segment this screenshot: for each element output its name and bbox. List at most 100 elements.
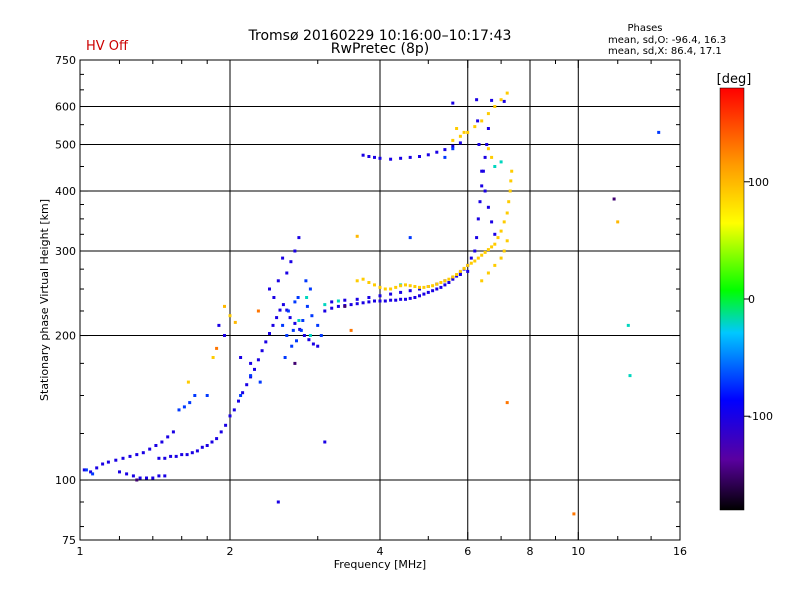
data-point (293, 300, 297, 304)
phases-o-stats: mean, sd,O: -96.4, 16.3 (608, 35, 726, 46)
data-point (228, 314, 232, 318)
data-point (443, 283, 447, 287)
data-point (373, 155, 376, 159)
data-point (475, 98, 479, 102)
data-point (138, 476, 142, 480)
data-point (272, 296, 276, 299)
data-point (486, 112, 490, 116)
data-point (349, 303, 353, 307)
data-point (505, 211, 509, 215)
data-point (466, 263, 470, 267)
data-point (330, 300, 334, 304)
data-point (499, 160, 503, 164)
data-point (469, 256, 473, 260)
data-point (458, 141, 462, 145)
x-tick-label: 6 (464, 545, 471, 558)
data-point (323, 309, 327, 313)
x-axis-ticks: 1 2 4 6 8 10 16 (77, 60, 687, 558)
data-point (502, 220, 506, 224)
y-tick-label: 400 (55, 185, 76, 198)
data-point (301, 319, 305, 322)
data-point (485, 143, 489, 146)
data-point (293, 249, 297, 253)
data-point (163, 456, 167, 460)
data-point (458, 134, 462, 138)
colorbar-tick-label: 100 (748, 176, 769, 189)
colorbar-gradient (719, 87, 745, 511)
data-point (462, 266, 466, 270)
data-point (349, 328, 353, 332)
data-point (378, 294, 382, 298)
data-point (447, 277, 451, 281)
y-tick-label: 600 (55, 101, 76, 114)
data-point (253, 367, 256, 371)
data-point (171, 430, 175, 434)
data-point (486, 205, 490, 209)
data-point (323, 303, 327, 307)
data-point (473, 259, 477, 263)
data-point (290, 344, 294, 348)
data-point (462, 130, 466, 134)
data-point (493, 263, 497, 267)
data-point (499, 256, 503, 260)
data-point (310, 314, 314, 318)
colorbar-title: [deg] (717, 72, 752, 87)
data-point (510, 169, 514, 173)
data-point (278, 308, 282, 312)
data-point (418, 287, 421, 291)
data-point (389, 157, 393, 161)
data-point (190, 451, 194, 455)
data-point (383, 287, 387, 291)
x-tick-label: 8 (527, 545, 534, 558)
data-point (394, 298, 398, 302)
data-point (293, 321, 297, 325)
y-tick-label: 75 (62, 534, 76, 547)
data-point (185, 453, 189, 457)
data-point (205, 444, 209, 447)
data-point (455, 127, 459, 130)
data-point (447, 281, 451, 284)
data-point (323, 440, 327, 444)
data-point (426, 285, 430, 288)
data-point (283, 356, 287, 359)
data-point (451, 275, 455, 279)
data-point (418, 155, 421, 158)
data-point (330, 306, 334, 310)
y-axis-label: Stationary phase Virtual Height [km] (38, 199, 51, 401)
data-point (285, 271, 289, 275)
data-point (439, 281, 443, 284)
x-tick-label: 1 (77, 545, 84, 558)
data-point (276, 279, 280, 283)
data-point (307, 338, 311, 342)
data-point (151, 476, 155, 480)
data-point (289, 260, 293, 264)
data-point (128, 454, 132, 458)
data-point (473, 125, 477, 129)
data-point (224, 423, 228, 427)
data-point (404, 283, 407, 287)
data-point (455, 273, 459, 276)
data-point (160, 440, 164, 444)
y-tick-label: 750 (55, 54, 76, 67)
data-point (245, 383, 249, 387)
data-point (91, 472, 95, 476)
data-point (466, 269, 470, 273)
data-point (182, 405, 186, 409)
data-point (496, 236, 500, 240)
colorbar: [deg] 100 0 -100 (717, 72, 773, 511)
data-point (486, 248, 490, 252)
data-point (311, 342, 315, 346)
data-point (469, 261, 473, 265)
data-point (499, 98, 503, 102)
data-point (232, 408, 236, 412)
data-point (166, 435, 170, 439)
data-point (281, 323, 285, 327)
data-point (475, 236, 479, 240)
data-point (237, 399, 240, 403)
chart-subtitle: RwPretec (8p) (331, 41, 429, 57)
x-tick-label: 4 (377, 545, 384, 558)
data-point (483, 155, 487, 159)
data-point (281, 303, 285, 307)
data-point (490, 155, 494, 159)
